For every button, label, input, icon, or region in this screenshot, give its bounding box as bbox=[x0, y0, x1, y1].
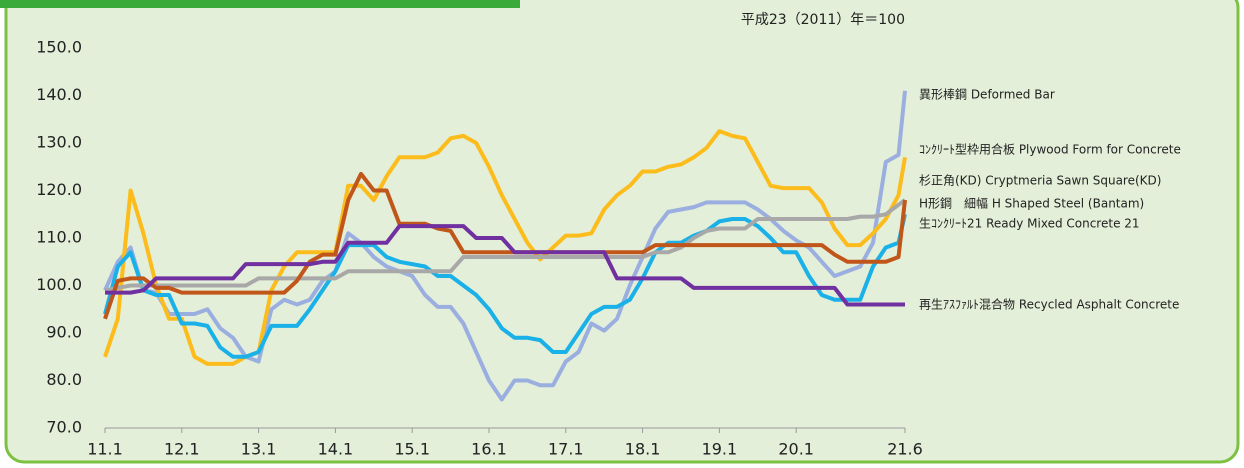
x-tick-label: 13.1 bbox=[241, 440, 277, 459]
y-tick-label: 80.0 bbox=[46, 370, 82, 389]
x-tick-label: 17.1 bbox=[548, 440, 584, 459]
series-line bbox=[105, 224, 905, 307]
x-tick-label: 14.1 bbox=[318, 440, 354, 459]
x-tick-label: 19.1 bbox=[702, 440, 738, 459]
legend-label: H形鋼 細幅 H Shaped Steel (Bantam) bbox=[919, 196, 1144, 211]
x-tick-label: 16.1 bbox=[471, 440, 507, 459]
y-tick-label: 110.0 bbox=[36, 228, 82, 247]
x-tick-label: 11.1 bbox=[87, 440, 123, 459]
header-tab bbox=[0, 0, 520, 8]
x-tick-label: 18.1 bbox=[625, 440, 661, 459]
x-tick-label: 21.6 bbox=[887, 440, 923, 459]
legend-label: 生ｺﾝｸﾘｰﾄ21 Ready Mixed Concrete 21 bbox=[919, 217, 1140, 231]
y-tick-label: 130.0 bbox=[36, 133, 82, 152]
legend-label: 杉正角(KD) Cryptmeria Sawn Square(KD) bbox=[919, 174, 1161, 188]
x-tick-label: 15.1 bbox=[394, 440, 430, 459]
y-tick-label: 140.0 bbox=[36, 85, 82, 104]
series-line bbox=[104, 198, 907, 293]
series-line bbox=[103, 90, 907, 402]
panel bbox=[4, 0, 1240, 464]
legend-label: ｺﾝｸﾘｰﾄ型枠用合板 Plywood Form for Concrete bbox=[919, 142, 1181, 157]
y-tick-label: 100.0 bbox=[36, 275, 82, 294]
y-tick-label: 90.0 bbox=[46, 323, 82, 342]
x-tick-label: 12.1 bbox=[164, 440, 200, 459]
series-line bbox=[103, 171, 907, 320]
legend-label: 異形棒鋼 Deformed Bar bbox=[919, 88, 1055, 102]
x-tick-label: 20.1 bbox=[778, 440, 814, 459]
y-tick-label: 70.0 bbox=[46, 418, 82, 437]
y-tick-label: 120.0 bbox=[36, 180, 82, 199]
chart-subtitle: 平成23（2011）年＝100 bbox=[741, 12, 905, 28]
legend-label: 再生ｱｽﾌｧﾙﾄ混合物 Recycled Asphalt Concrete bbox=[919, 297, 1179, 312]
series-line bbox=[103, 129, 907, 366]
y-tick-label: 150.0 bbox=[36, 38, 82, 57]
